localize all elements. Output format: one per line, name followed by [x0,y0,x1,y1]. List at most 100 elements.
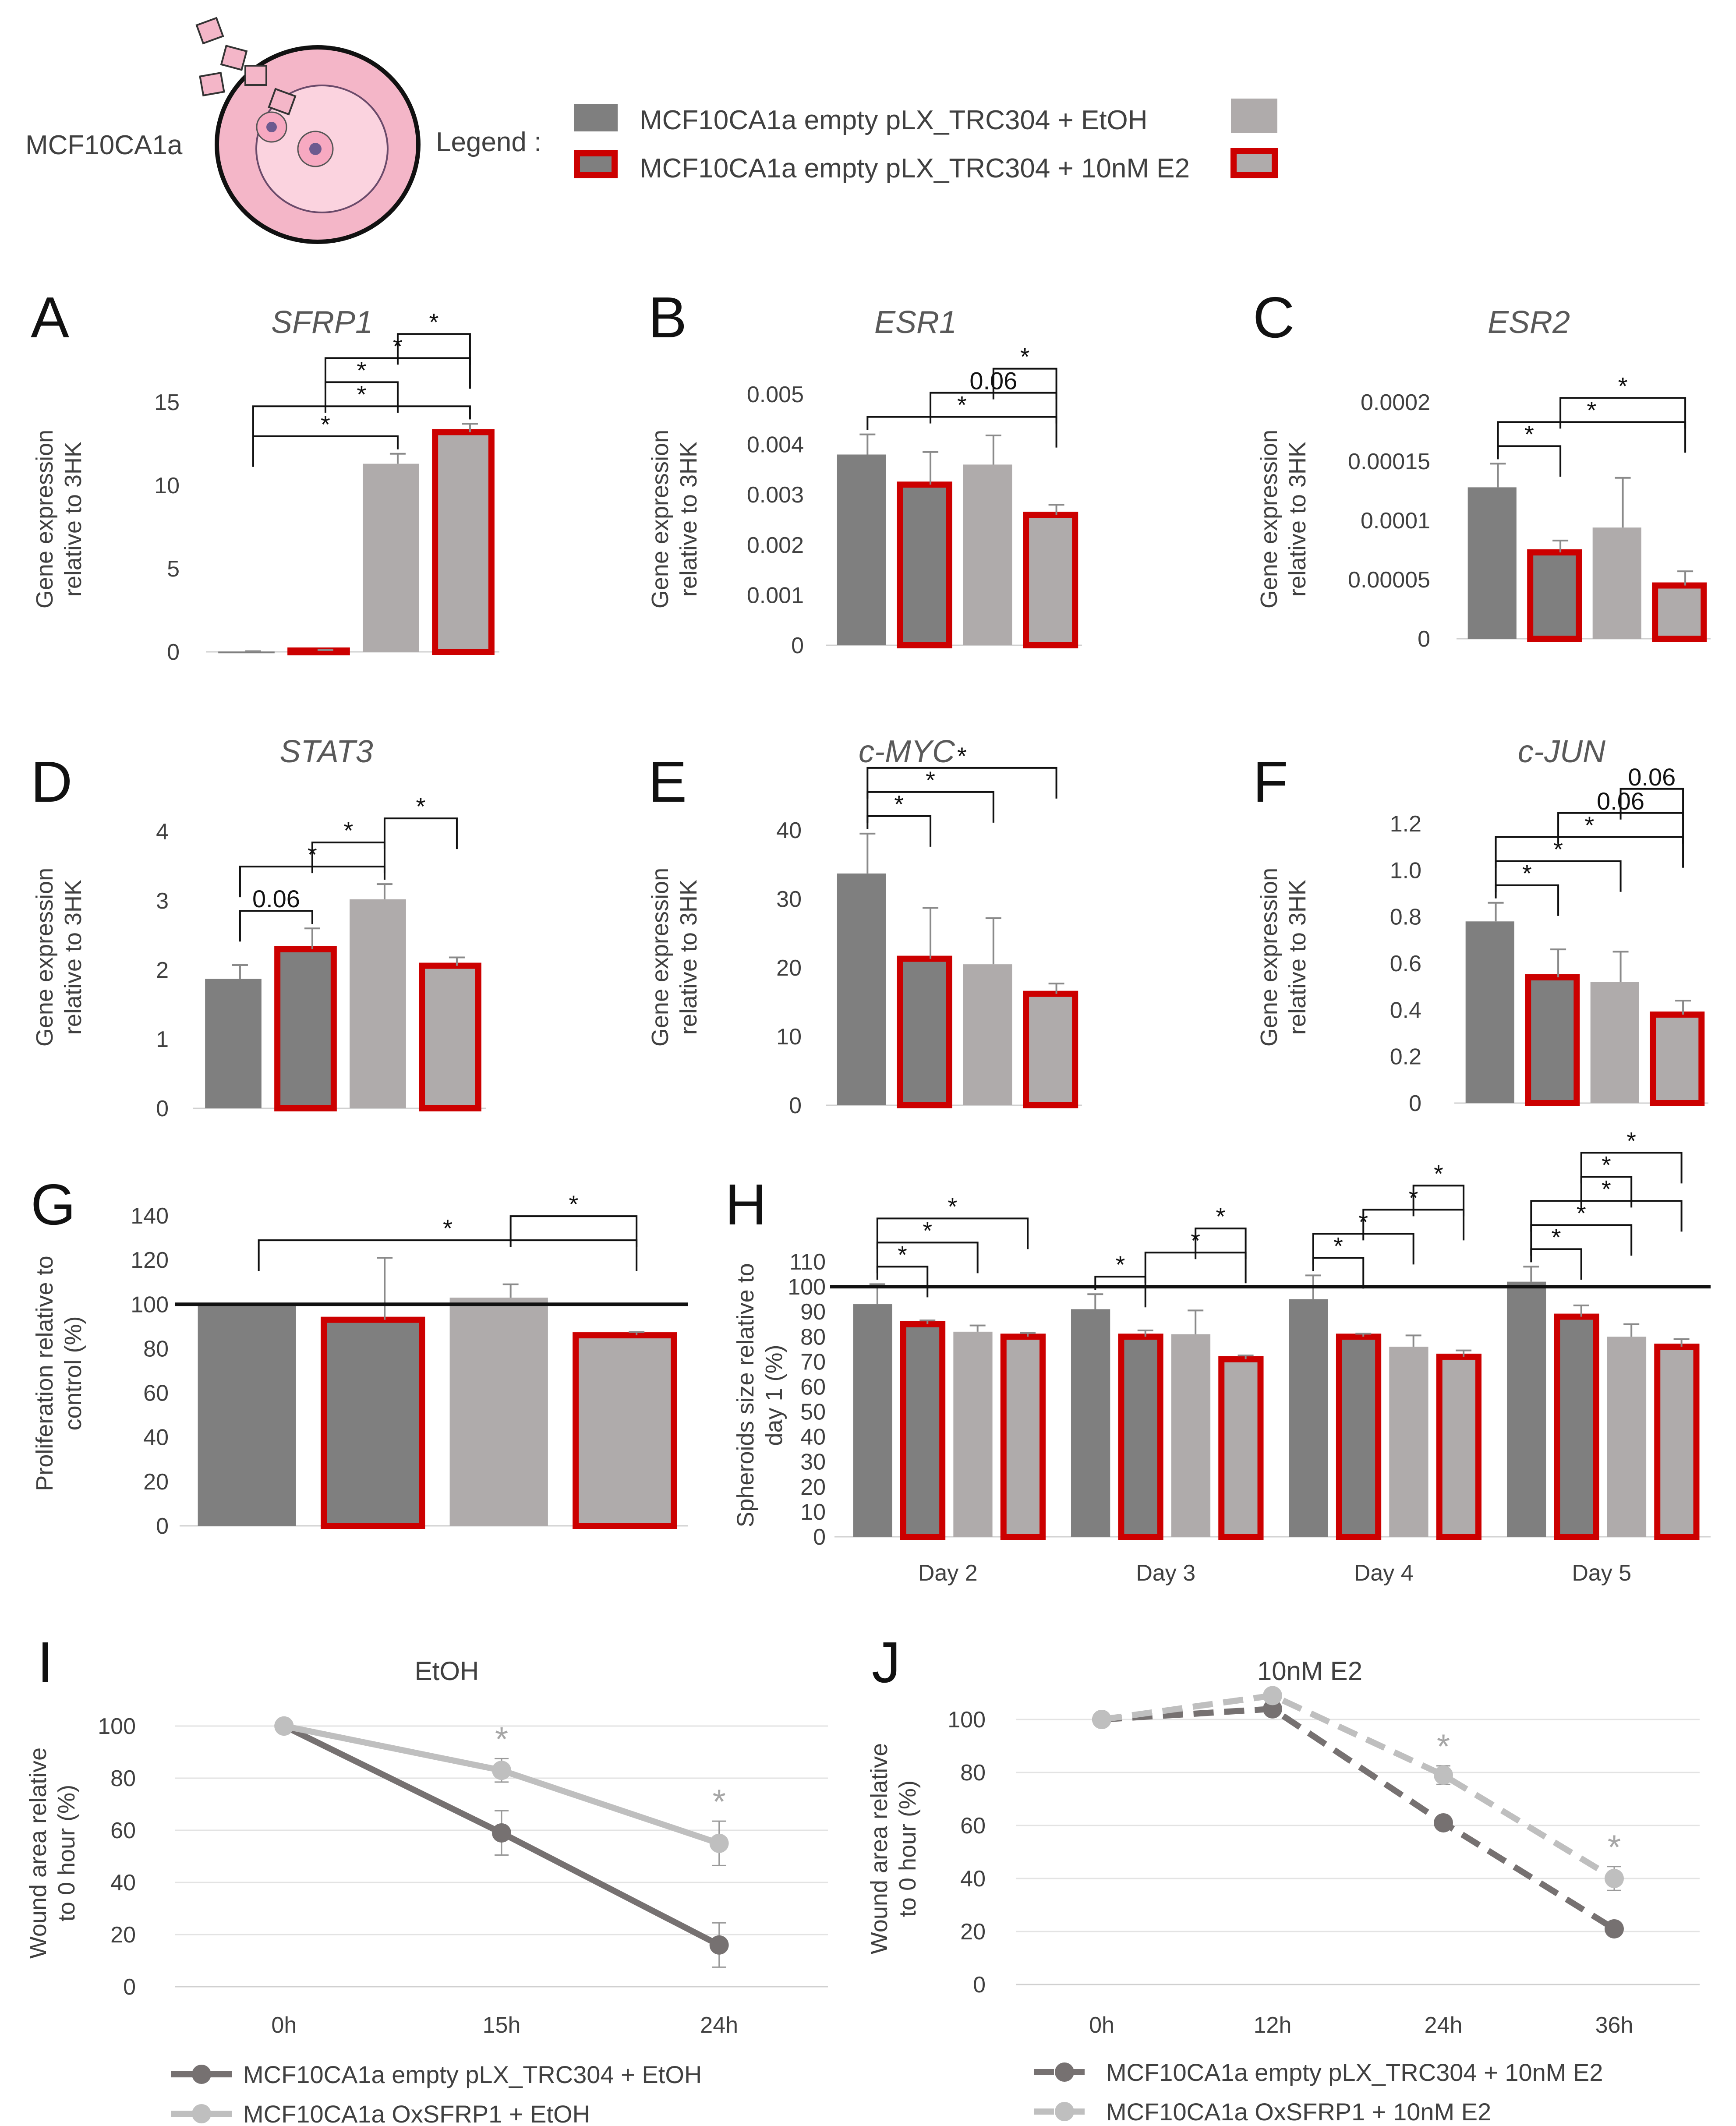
y-tick-label: 10 [154,473,180,499]
bar [198,1304,296,1526]
significance-bracket [866,767,1057,799]
y-axis-label: to 0 hour (%) [53,1785,80,1921]
y-tick-label: 100 [948,1707,986,1733]
significance-bracket [1580,1152,1683,1184]
y-axis-label: relative to 3HK [60,880,86,1035]
x-category-label: Day 4 [1354,1560,1414,1586]
y-tick-label: 50 [800,1400,826,1425]
y-axis-label: Gene expression [1256,430,1282,608]
significance-label: * [1584,811,1594,839]
y-tick-label: 0.2 [1390,1044,1421,1070]
significance-star: * [712,1782,725,1821]
legend-label: MCF10CA1a empty pLX_TRC304 + 10nM E2 [1106,2059,1603,2086]
significance-label: * [898,1241,907,1268]
y-tick-label: 60 [960,1813,986,1839]
y-tick-label: 40 [776,818,802,843]
bar [837,454,886,645]
panel-h: H Spheroids size relative to day 1 (%) 0102… [725,1127,1711,1586]
y-axis-label: Wound area relative [866,1743,892,1954]
x-tick-label: 0h [271,2013,297,2038]
y-tick-label: 110 [789,1249,826,1275]
significance-label: * [321,410,330,438]
cell-line-label: MCF10CA1a [25,130,183,160]
y-tick-label: 0 [813,1525,826,1550]
significance-bracket [252,435,399,467]
y-tick-label: 80 [110,1766,136,1791]
bar [963,464,1012,645]
y-tick-label: 0.4 [1390,998,1421,1023]
significance-label: * [1020,343,1030,371]
significance-label: * [569,1190,579,1218]
chart-title: SFRP1 [271,305,373,340]
y-tick-label: 0 [1418,626,1430,652]
bar [432,429,495,655]
legend-label: MCF10CA1a empty pLX_TRC304 + EtOH [243,2061,702,2088]
data-point [1434,1765,1453,1785]
bar [1023,512,1078,649]
significance-bracket [252,405,471,437]
y-tick-label: 80 [960,1760,986,1786]
y-tick-label: 0 [973,1972,986,1998]
data-point [709,1935,729,1955]
y-tick-label: 60 [143,1381,169,1406]
panel-letter: D [31,750,72,814]
panel-a: A SFRP1 Gene expression relative to 3HK 0 5 10… [31,285,499,665]
y-tick-label: 10 [800,1500,826,1525]
y-tick-label: 4 [156,819,169,845]
significance-bracket [1559,397,1687,429]
bar [897,955,952,1109]
significance-bracket [1497,445,1562,477]
significance-bracket [324,381,399,413]
panel-letter: B [648,285,687,350]
significance-bracket [876,1217,1029,1249]
series-line [1101,1692,1616,1881]
significance-label: * [1618,372,1628,400]
y-tick-label: 80 [800,1324,826,1350]
legend-marker [192,2104,211,2123]
figure-header: MCF10CA1a Legend : MCF10CA1a empty pLX_T… [25,17,1278,244]
y-tick-label: 0.00015 [1348,449,1430,474]
y-tick-label: 0.00005 [1348,567,1430,593]
y-tick-label: 0 [156,1514,169,1539]
significance-bracket [1495,836,1684,868]
group-bar [1336,1334,1382,1540]
y-tick-label: 20 [800,1475,826,1500]
data-point [1434,1813,1453,1832]
x-tick-label: 15h [483,2013,521,2038]
panel-i: I EtOH Wound area relative to 0 hour (%) 0 20… [25,1630,828,2126]
panel-g: G Proliferation relative to control (%) 0 20… [31,1172,688,1539]
y-tick-label: 40 [110,1870,136,1896]
chart-title: STAT3 [279,734,373,769]
panel-letter: E [648,750,687,814]
y-axis-label: relative to 3HK [675,442,702,597]
significance-bracket [1619,788,1684,820]
significance-label: * [926,766,935,794]
group-bar [1171,1334,1211,1537]
chart-title: c-MYC [859,734,955,769]
significance-label: * [957,391,967,419]
x-category-label: Day 3 [1136,1560,1195,1586]
y-tick-label: 0 [156,1096,169,1121]
y-tick-label: 100 [131,1292,169,1317]
y-tick-label: 0.005 [747,382,804,407]
y-tick-label: 100 [98,1714,136,1739]
bar [963,964,1012,1105]
bar [1590,982,1639,1103]
significance-bracket [383,817,458,849]
y-tick-label: 2 [156,958,169,983]
x-category-label: Day 5 [1572,1560,1631,1586]
group-bar [1389,1347,1428,1537]
y-tick-label: 0.0001 [1361,508,1430,534]
significance-label: * [1626,1127,1636,1154]
significance-bracket [1497,421,1687,453]
group-bar [1000,1334,1046,1540]
y-tick-label: 30 [776,887,802,912]
data-point [492,1823,511,1843]
bar [1525,974,1580,1106]
group-bar [1289,1299,1328,1537]
y-tick-label: 0 [789,1093,802,1118]
data-point [274,1716,294,1736]
y-axis-label: Gene expression [647,430,673,608]
bar [449,1298,548,1526]
